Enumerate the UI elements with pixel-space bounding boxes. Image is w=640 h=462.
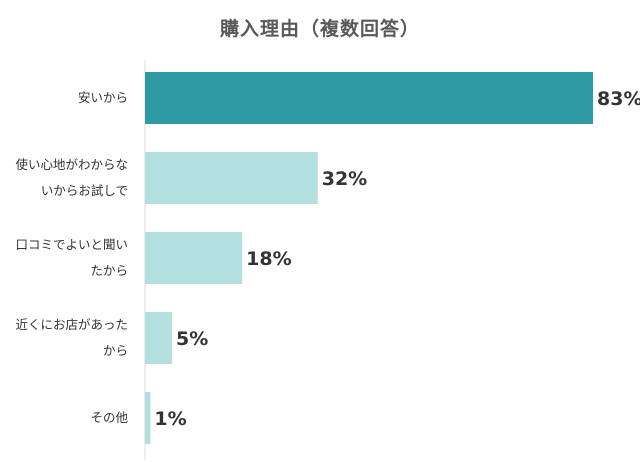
bar-3 bbox=[145, 312, 172, 364]
category-label-4: その他 bbox=[90, 410, 128, 425]
value-label-4: 1% bbox=[154, 408, 186, 430]
category-label-2-line-0: 口コミでよいと聞い bbox=[15, 237, 128, 252]
bar-0 bbox=[145, 72, 593, 124]
category-label-2-line-1: たから bbox=[90, 263, 128, 278]
chart-title: 購入理由（複数回答） bbox=[219, 18, 420, 40]
category-label-0: 安いから bbox=[78, 90, 128, 105]
value-label-2: 18% bbox=[246, 248, 291, 270]
bar-1 bbox=[145, 152, 318, 204]
category-label-1-line-1: いからお試しで bbox=[41, 183, 128, 198]
value-label-0: 83% bbox=[597, 88, 640, 110]
category-label-3-line-0: 近くにお店があった bbox=[15, 317, 128, 332]
value-label-3: 5% bbox=[176, 328, 208, 350]
value-label-1: 32% bbox=[322, 168, 367, 190]
bar-4 bbox=[145, 392, 151, 444]
bar-2 bbox=[145, 232, 243, 284]
category-label-1-line-0: 使い心地がわからな bbox=[15, 157, 128, 172]
category-label-3-line-1: から bbox=[103, 343, 128, 358]
